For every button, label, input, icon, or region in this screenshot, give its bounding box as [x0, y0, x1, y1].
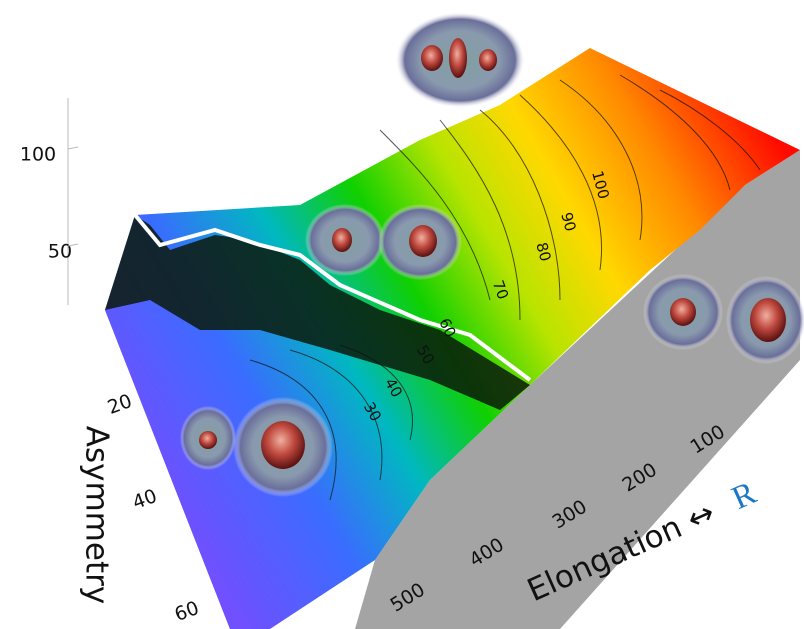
y-tick-label: 40	[130, 485, 160, 514]
x-axis-symbol: R	[727, 475, 762, 517]
y-tick-label: 60	[172, 597, 202, 626]
y-axis-title: Asymmetry	[79, 426, 115, 604]
chart: Asymmetry Elongation ↔ R 501002040601002…	[0, 0, 804, 629]
page: {"chart_data": {"type": "surface", "z_ax…	[0, 0, 804, 629]
z-tick-label: 50	[48, 241, 72, 263]
y-tick-label: 20	[105, 390, 135, 419]
z-tick	[68, 147, 78, 149]
z-tick-label: 100	[20, 144, 56, 166]
